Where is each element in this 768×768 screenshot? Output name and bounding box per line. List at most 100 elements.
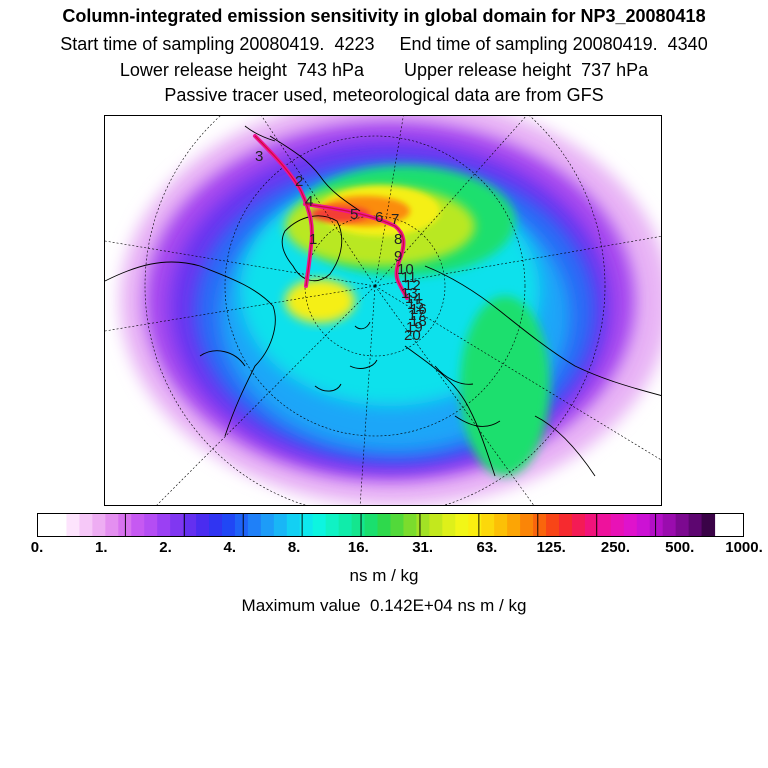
meridian-line (374, 236, 661, 287)
track-point-label: 15 (407, 296, 424, 313)
track-point-label: 12 (404, 277, 421, 294)
color-scale-cell (221, 514, 236, 536)
track-point-label: 4 (305, 193, 313, 210)
color-scale-cell (533, 514, 547, 536)
meridian-line (374, 285, 534, 505)
track-point-label: 20 (404, 327, 421, 344)
meridian-line (359, 285, 376, 505)
color-scale-cell (468, 514, 482, 536)
color-scale-tick-label: 125. (536, 539, 566, 556)
color-scale-cell (79, 514, 93, 536)
coastline-europe (404, 345, 501, 477)
color-scale-cell (273, 514, 288, 536)
sampling-time-line: Start time of sampling 20080419. 4223 En… (60, 34, 708, 54)
green-zone-east (460, 296, 550, 476)
coastlines (105, 125, 661, 477)
track-point-label: 6 (375, 209, 383, 226)
color-scale-bar (37, 513, 744, 537)
color-scale-cell (520, 514, 534, 536)
release-height-line: Lower release height 743 hPa Upper relea… (119, 60, 649, 80)
color-scale-cell (157, 514, 171, 536)
track-point-label: 18 (410, 313, 427, 330)
track-point-label: 1 (309, 231, 317, 248)
color-scale-cell (623, 514, 638, 536)
color-scale-cell (403, 514, 417, 536)
color-scale-cell (312, 514, 327, 536)
sensitivity-field (105, 116, 661, 505)
color-scale-cell (494, 514, 508, 536)
color-scale-cell (299, 514, 314, 536)
red-zone (310, 206, 370, 222)
track-point-label: 17 (408, 307, 425, 324)
color-scale-cell (131, 514, 145, 536)
plume-track (253, 134, 409, 300)
color-scale-cell (325, 514, 340, 536)
color-scale-cell (546, 514, 560, 536)
meridian-line (374, 116, 404, 287)
color-scale-tick-label: 31. (412, 539, 434, 556)
color-scale-cell (105, 514, 119, 536)
meridian-line (105, 240, 376, 287)
color-scale-cell (390, 514, 405, 536)
maximum-value-label: Maximum value 0.142E+04 ns m / kg (241, 596, 527, 615)
coastline-asia (424, 265, 661, 477)
meridian-line (374, 285, 661, 461)
track-point-label: 10 (397, 261, 414, 278)
color-scale-cell (286, 514, 301, 536)
track-point-label: 2 (295, 173, 303, 190)
color-scale-cell (559, 514, 573, 536)
color-scale-cell (636, 514, 651, 536)
track-point-label: 16 (410, 301, 427, 318)
color-scale-tick-label: 2. (159, 539, 172, 556)
color-scale-cell (455, 514, 469, 536)
color-scale-cell (338, 514, 353, 536)
color-scale-cell (416, 514, 430, 536)
color-scale-cell (701, 514, 716, 536)
meridian-line (105, 285, 376, 332)
color-scale-cell (66, 514, 80, 536)
units-label: ns m / kg (349, 566, 419, 585)
color-scale-tick-label: 0. (30, 539, 44, 556)
color-scale-cell (662, 514, 677, 536)
track-point-label: 19 (406, 319, 423, 336)
color-scale-cell (507, 514, 521, 536)
track-point-label: 11 (401, 269, 417, 286)
latitude-circle (224, 135, 526, 437)
yellow-zone-west (285, 279, 355, 323)
track-point-label: 8 (394, 231, 402, 248)
color-scale-cell (247, 514, 262, 536)
track-point-label: 14 (405, 290, 422, 307)
color-scale-cell (209, 514, 223, 536)
color-scale-cell (429, 514, 443, 536)
color-scale-cell (170, 514, 184, 536)
polar-map-panel[interactable]: 3 2 4 1 5 6 7 8 9 10 11 12 13 14 15 16 17 18 19 20 (104, 115, 662, 506)
color-scale-cell (584, 514, 599, 536)
coastline-alaska (244, 125, 361, 212)
color-scale-cell (377, 514, 392, 536)
color-scale-tick-label: 8. (287, 539, 301, 556)
track-point-label: 3 (255, 148, 263, 165)
color-scale-tick-label: 1. (95, 539, 108, 556)
color-scale-cell (260, 514, 275, 536)
coastline-islands (314, 321, 378, 392)
latitude-circle (144, 116, 606, 505)
color-scale-cell (688, 514, 703, 536)
color-scale-cell (234, 514, 249, 536)
color-scale-cell (610, 514, 625, 536)
color-scale-cell (442, 514, 456, 536)
track-point-label: 13 (401, 285, 418, 302)
coastline-greenland (281, 215, 343, 282)
color-scale-tick-label: 16. (347, 539, 369, 556)
meridian-line (261, 116, 376, 287)
color-scale-tick-label: 4. (223, 539, 237, 556)
color-scale-tick-label: 500. (665, 539, 695, 556)
color-scale-cell (597, 514, 612, 536)
color-scale-cell (196, 514, 210, 536)
track-point-label: 5 (350, 206, 358, 223)
coastline-north-america (105, 261, 276, 437)
trajectory-core (254, 135, 408, 299)
color-scale-tick-label: 63. (476, 539, 498, 556)
color-scale-tick-label: 250. (600, 539, 631, 556)
